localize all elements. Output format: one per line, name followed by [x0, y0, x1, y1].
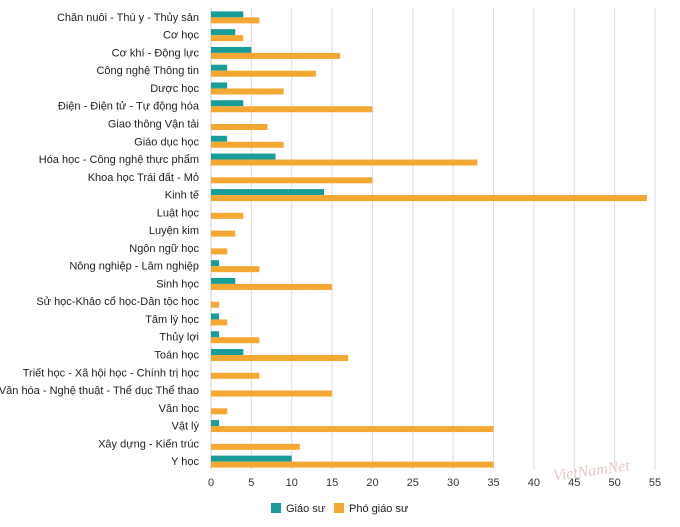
bar-giao-su-co-hoc — [211, 29, 236, 36]
category-label-xay-dung-kien-truc: Xây dựng - Kiến trúc — [98, 438, 199, 450]
legend-swatch-pho-giao-su — [334, 503, 344, 513]
bar-giao-su-sinh-hoc — [211, 277, 236, 284]
bar-pho-giao-su-van-hoc — [211, 408, 228, 415]
x-tick-label-20: 20 — [366, 477, 378, 489]
x-tick-label-35: 35 — [487, 477, 499, 489]
category-label-giao-thong-van-tai: Giao thông Vận tải — [108, 119, 199, 131]
x-tick-label-50: 50 — [609, 477, 621, 489]
x-tick-label-30: 30 — [447, 477, 459, 489]
grid-lines — [250, 8, 656, 470]
bar-pho-giao-su-thuy-loi — [211, 337, 260, 344]
bar-pho-giao-su-dien-dien-tu-tu-dong-hoa — [211, 106, 373, 113]
bar-giao-su-y-hoc — [211, 455, 292, 462]
category-label-co-khi-dong-luc: Cơ khí - Động lực — [112, 47, 200, 59]
legend-label-giao-su: Giáo sư — [286, 503, 326, 515]
bar-giao-su-co-khi-dong-luc — [211, 46, 252, 53]
bar-pho-giao-su-vat-ly — [211, 426, 494, 433]
bar-giao-su-hoa-hoc-cong-nghe-thuc-pham — [211, 153, 276, 160]
x-tick-label-45: 45 — [568, 477, 580, 489]
bars — [211, 11, 647, 468]
bar-pho-giao-su-giao-thong-van-tai — [211, 124, 268, 130]
bar-giao-su-dien-dien-tu-tu-dong-hoa — [211, 100, 244, 107]
bar-giao-su-kinh-te — [211, 189, 325, 196]
bar-pho-giao-su-chan-nuoi-thu-y-thuy-san — [211, 17, 260, 24]
bar-pho-giao-su-xay-dung-kien-truc — [211, 443, 300, 450]
bar-pho-giao-su-luyen-kim — [211, 230, 236, 237]
bar-giao-su-tam-ly-hoc — [211, 313, 220, 320]
bar-pho-giao-su-hoa-hoc-cong-nghe-thuc-pham — [211, 159, 478, 166]
bar-pho-giao-su-sinh-hoc — [211, 283, 333, 290]
category-label-van-hoa-nghe-thuat-the-duc-the-thao: Văn hóa - Nghệ thuật - Thể dục Thể thao — [0, 385, 199, 397]
bar-pho-giao-su-triet-hoc-xa-hoi-hoc-chinh-tri-hoc — [211, 372, 260, 379]
x-tick-label-55: 55 — [649, 477, 661, 489]
category-label-nong-nghiep-lam-nghiep: Nông nghiệp - Lâm nghiệp — [69, 261, 199, 273]
bar-giao-su-vat-ly — [211, 420, 220, 427]
bar-giao-su-thuy-loi — [211, 331, 220, 338]
bar-pho-giao-su-duoc-hoc — [211, 88, 284, 95]
category-label-giao-duc-hoc: Giáo dục học — [134, 136, 199, 148]
x-tick-label-5: 5 — [248, 477, 254, 489]
category-label-luyen-kim: Luyện kim — [149, 225, 199, 237]
legend-label-pho-giao-su: Phó giáo sư — [349, 503, 409, 515]
category-label-van-hoc: Văn học — [159, 403, 200, 415]
bar-pho-giao-su-y-hoc — [211, 461, 494, 468]
bar-pho-giao-su-khoa-hoc-trai-dat-mo — [211, 177, 373, 184]
bar-giao-su-cong-nghe-thong-tin — [211, 64, 228, 71]
bar-pho-giao-su-co-khi-dong-luc — [211, 52, 341, 59]
x-tick-label-10: 10 — [286, 477, 298, 489]
x-tick-labels: 0 5 10 15 20 25 30 35 40 45 50 55 — [208, 477, 661, 489]
x-tick-label-40: 40 — [528, 477, 540, 489]
bar-pho-giao-su-tam-ly-hoc — [211, 319, 228, 326]
category-label-khoa-hoc-trai-dat-mo: Khoa học Trái đất - Mỏ — [88, 172, 199, 184]
x-tick-label-15: 15 — [326, 477, 338, 489]
category-label-tam-ly-hoc: Tâm lý học — [145, 314, 199, 326]
category-label-dien-dien-tu-tu-dong-hoa: Điện - Điện tử - Tự động hóa — [58, 101, 200, 113]
category-label-thuy-loi: Thủy lợi — [159, 332, 199, 344]
category-label-hoa-hoc-cong-nghe-thuc-pham: Hóa học - Công nghệ thực phẩm — [39, 154, 199, 166]
bar-pho-giao-su-cong-nghe-thong-tin — [211, 70, 316, 77]
bar-pho-giao-su-su-hoc-khao-co-hoc-dan-toc-hoc — [211, 301, 220, 308]
category-label-sinh-hoc: Sinh học — [156, 278, 199, 290]
bar-pho-giao-su-van-hoa-nghe-thuat-the-duc-the-thao — [211, 390, 333, 397]
category-label-vat-ly: Vật lý — [171, 421, 199, 433]
category-label-triet-hoc-xa-hoi-hoc-chinh-tri-hoc: Triết học - Xã hội học - Chính trị học — [23, 367, 200, 379]
bar-giao-su-duoc-hoc — [211, 82, 228, 89]
bar-pho-giao-su-toan-hoc — [211, 355, 349, 361]
x-tick-label-25: 25 — [407, 477, 419, 489]
bar-pho-giao-su-giao-duc-hoc — [211, 141, 284, 148]
category-labels: Chăn nuôi - Thú y - Thủy sản Cơ học Cơ khí… — [0, 12, 200, 468]
bar-pho-giao-su-luat-hoc — [211, 212, 244, 219]
category-label-duoc-hoc: Dược học — [150, 83, 199, 95]
legend: Giáo sư Phó giáo sư — [271, 503, 409, 515]
category-label-luat-hoc: Luật học — [157, 207, 200, 219]
bar-pho-giao-su-kinh-te — [211, 195, 647, 202]
bar-pho-giao-su-ngon-ngu-hoc — [211, 248, 228, 255]
category-label-ngon-ngu-hoc: Ngôn ngữ học — [129, 243, 199, 255]
category-label-chan-nuoi-thu-y-thuy-san: Chăn nuôi - Thú y - Thủy sản — [57, 12, 199, 24]
bar-giao-su-toan-hoc — [211, 349, 244, 355]
bar-giao-su-nong-nghiep-lam-nghiep — [211, 260, 220, 267]
bar-giao-su-giao-duc-hoc — [211, 135, 228, 142]
x-tick-label-0: 0 — [208, 477, 214, 489]
category-label-co-hoc: Cơ học — [163, 30, 199, 42]
bar-pho-giao-su-nong-nghiep-lam-nghiep — [211, 266, 260, 273]
category-label-kinh-te: Kinh tế — [165, 190, 199, 202]
legend-swatch-giao-su — [271, 503, 281, 513]
bar-giao-su-chan-nuoi-thu-y-thuy-san — [211, 11, 244, 18]
category-label-cong-nghe-thong-tin: Công nghệ Thông tin — [96, 65, 199, 77]
category-label-su-hoc-khao-co-hoc-dan-toc-hoc: Sử học-Khảo cổ học-Dân tộc học — [36, 296, 199, 308]
category-label-y-hoc: Y học — [171, 456, 199, 468]
bar-pho-giao-su-co-hoc — [211, 35, 244, 42]
category-label-toan-hoc: Toán học — [154, 350, 199, 362]
